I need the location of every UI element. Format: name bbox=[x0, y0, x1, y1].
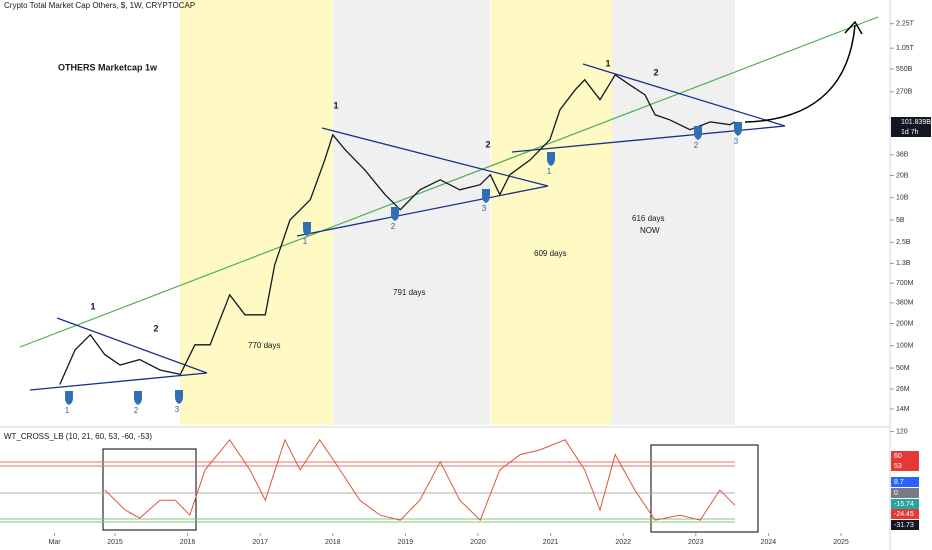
y-tick-label: 14M bbox=[896, 406, 910, 413]
level-tag bbox=[891, 461, 919, 471]
level-tag bbox=[891, 509, 919, 519]
x-tick-label: 2015 bbox=[107, 539, 123, 546]
shield-icon bbox=[694, 126, 702, 140]
shield-icon bbox=[391, 207, 399, 221]
legend-label: OTHERS Marketcap 1w bbox=[58, 62, 158, 72]
y-tick-label: 270B bbox=[896, 89, 913, 96]
y-tick-label: 200M bbox=[896, 320, 914, 327]
y-tick-label: 2.5B bbox=[896, 239, 911, 246]
level-tag bbox=[891, 488, 919, 498]
y-tick-label: 26M bbox=[896, 386, 910, 393]
level-tag bbox=[891, 520, 919, 530]
wave-label: 1 bbox=[547, 167, 552, 176]
trendline bbox=[19, 16, 879, 348]
y-tick-label: 120 bbox=[896, 428, 908, 435]
wave-label: 2 bbox=[153, 323, 158, 333]
level-tag-label: -31.73 bbox=[894, 522, 914, 529]
level-tag bbox=[891, 499, 919, 509]
shield-icon bbox=[175, 390, 183, 404]
cycle-bg bbox=[491, 0, 612, 425]
y-tick-label: 700M bbox=[896, 280, 914, 287]
wave-label: 2 bbox=[485, 139, 490, 149]
wave-label: 2 bbox=[653, 67, 658, 77]
price-line bbox=[59, 73, 736, 385]
level-tag bbox=[891, 451, 919, 461]
y-tick-label: 20B bbox=[896, 172, 909, 179]
shield-icon bbox=[134, 391, 142, 405]
y-tick-label: 5B bbox=[896, 217, 905, 224]
x-tick-label: 2020 bbox=[470, 539, 486, 546]
x-tick-label: 2023 bbox=[688, 539, 704, 546]
y-tick-label: 10B bbox=[896, 195, 909, 202]
annotation: 616 days bbox=[632, 214, 664, 223]
shield-icon bbox=[482, 189, 490, 203]
annotation: 791 days bbox=[393, 288, 425, 297]
y-tick-label: 1.05T bbox=[896, 45, 915, 52]
level-tag bbox=[891, 477, 919, 487]
y-tick-label: 380M bbox=[896, 300, 914, 307]
wave-label: 1 bbox=[90, 301, 95, 311]
x-tick-label: Mar bbox=[48, 539, 61, 546]
y-tick-label: 1.3B bbox=[896, 260, 911, 267]
shield-icon bbox=[303, 222, 311, 236]
price-label: 101.839B bbox=[901, 119, 931, 126]
x-tick-label: 2019 bbox=[398, 539, 414, 546]
level-tag-label: 0 bbox=[894, 490, 898, 497]
wave-label: 2 bbox=[694, 141, 699, 150]
wt-line bbox=[104, 438, 736, 522]
wave-label: 3 bbox=[175, 405, 180, 414]
y-tick-label: 50M bbox=[896, 365, 910, 372]
shield-icon bbox=[547, 152, 555, 166]
wave-label: 1 bbox=[65, 406, 70, 415]
x-tick-label: 2024 bbox=[761, 539, 777, 546]
wave-label: 1 bbox=[333, 100, 338, 110]
countdown: 1d 7h bbox=[901, 129, 919, 136]
annotation: 609 days bbox=[534, 249, 566, 258]
cycle-bg bbox=[180, 0, 333, 425]
wave-label: 2 bbox=[391, 222, 396, 231]
arrow bbox=[744, 20, 863, 123]
highlight-box bbox=[102, 448, 197, 531]
shield-icon bbox=[734, 122, 742, 136]
highlight-box bbox=[650, 444, 759, 533]
wave-label: 2 bbox=[134, 406, 139, 415]
indicator-title: WT_CROSS_LB (10, 21, 60, 53, -60, -53) bbox=[4, 432, 152, 441]
cycle-bg bbox=[612, 0, 735, 425]
wave-label: 3 bbox=[734, 137, 739, 146]
y-tick-label: 550B bbox=[896, 66, 913, 73]
level-tag-label: 53 bbox=[894, 463, 902, 470]
chart-title: Crypto Total Market Cap Others, $, 1W, C… bbox=[4, 1, 195, 10]
x-tick-label: 2025 bbox=[833, 539, 849, 546]
annotation: 770 days bbox=[248, 341, 280, 350]
annotation: NOW bbox=[640, 226, 660, 235]
level-tag-label: 60 bbox=[894, 453, 902, 460]
x-tick-label: 2021 bbox=[543, 539, 559, 546]
shield-icon bbox=[65, 391, 73, 405]
level-tag-label: -24.45 bbox=[894, 511, 914, 518]
wave-label: 3 bbox=[482, 204, 487, 213]
x-tick-label: 2018 bbox=[325, 539, 341, 546]
wave-label: 1 bbox=[605, 58, 610, 68]
cycle-bg bbox=[333, 0, 490, 425]
level-tag-label: -15.74 bbox=[894, 501, 914, 508]
wave-label: 1 bbox=[303, 237, 308, 246]
y-tick-label: 38B bbox=[896, 152, 909, 159]
x-tick-label: 2016 bbox=[180, 539, 196, 546]
x-tick-label: 2017 bbox=[252, 539, 268, 546]
price-tag bbox=[891, 117, 931, 137]
level-tag-label: 8.7 bbox=[894, 479, 904, 486]
y-tick-label: 2.25T bbox=[896, 21, 915, 28]
y-tick-label: 100M bbox=[896, 343, 914, 350]
x-tick-label: 2022 bbox=[615, 539, 631, 546]
